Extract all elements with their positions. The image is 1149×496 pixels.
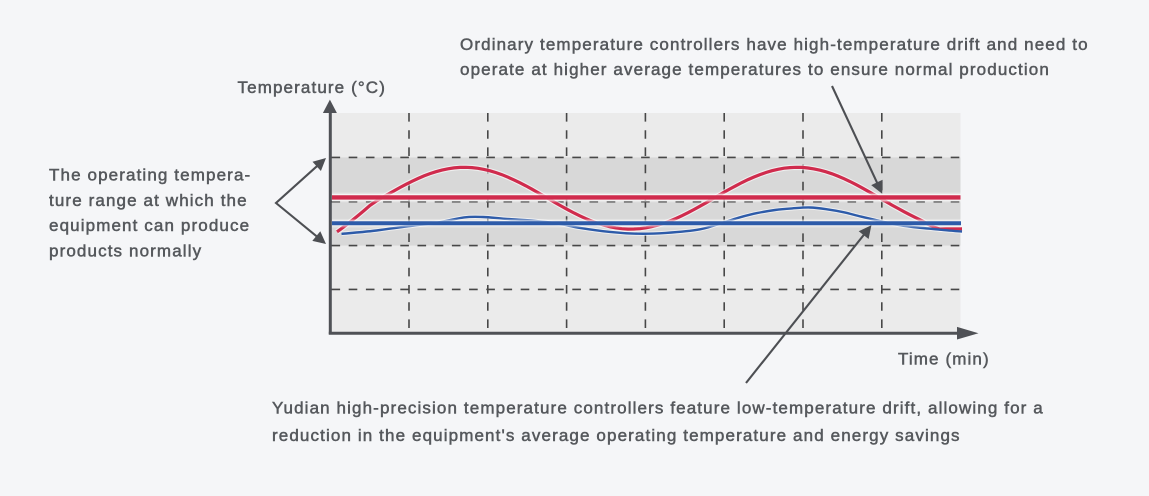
svg-text:operate at higher average temp: operate at higher average temperatures t… bbox=[460, 60, 1050, 79]
svg-text:equipment can produce: equipment can produce bbox=[49, 216, 250, 235]
svg-text:The operating tempera-: The operating tempera- bbox=[49, 166, 251, 185]
svg-text:Time (min): Time (min) bbox=[898, 350, 990, 369]
svg-text:Ordinary temperature controlle: Ordinary temperature controllers have hi… bbox=[460, 35, 1089, 54]
svg-text:products normally: products normally bbox=[49, 242, 202, 261]
svg-text:Temperature (°C): Temperature (°C) bbox=[238, 78, 386, 97]
svg-text:reduction in the equipment's a: reduction in the equipment's average ope… bbox=[272, 426, 961, 445]
svg-text:Yudian high-precision temperat: Yudian high-precision temperature contro… bbox=[272, 399, 1044, 418]
svg-text:ture range at which the: ture range at which the bbox=[49, 191, 248, 210]
